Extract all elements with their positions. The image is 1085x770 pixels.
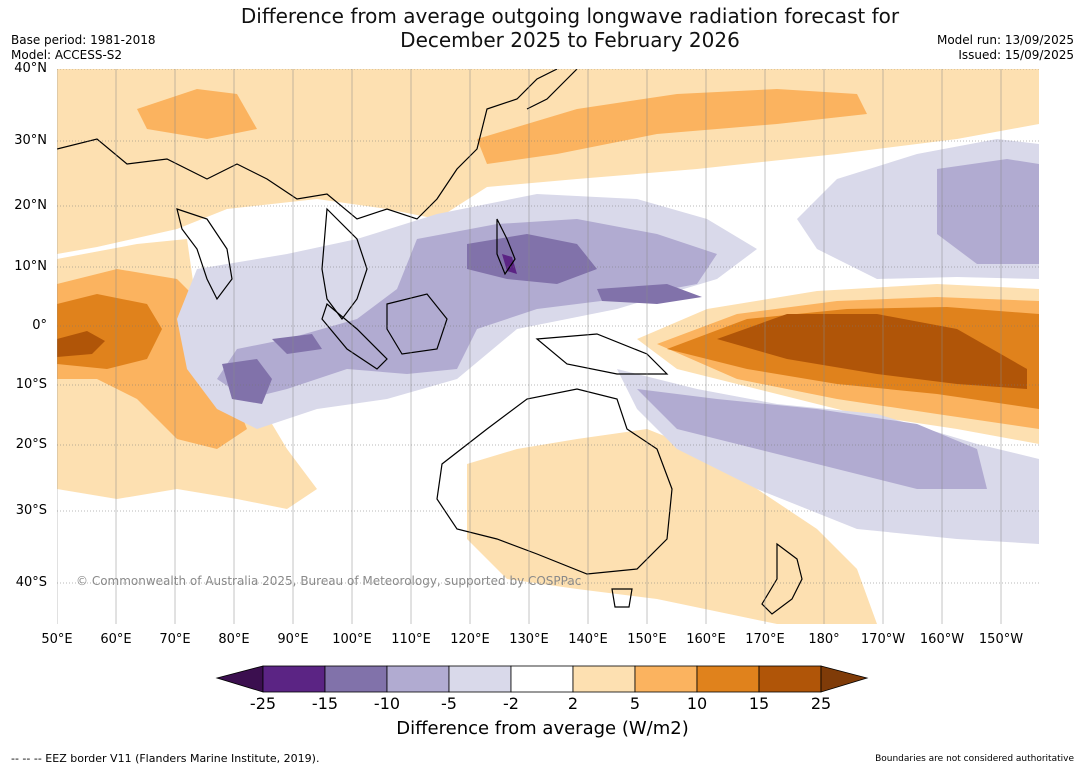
lon-label: 120°E xyxy=(450,632,490,647)
title-line-2: December 2025 to February 2026 xyxy=(400,28,740,52)
colorbar-bin xyxy=(572,665,636,693)
colorbar-bin xyxy=(386,665,450,693)
lat-label: 10°N xyxy=(14,259,47,274)
meta-left: Base period: 1981-2018 Model: ACCESS-S2 xyxy=(11,33,156,63)
colorbar-bin xyxy=(696,665,760,693)
anomaly-china-east xyxy=(477,89,867,164)
coastline-new-guinea xyxy=(535,333,669,375)
anomaly-philippine-sea-strong xyxy=(467,234,597,284)
anomaly-eastern-indian-strong xyxy=(222,359,272,404)
colorbar-bin xyxy=(758,665,822,693)
coastline-australia xyxy=(436,388,673,575)
lon-gridlines xyxy=(57,69,1002,624)
colorbar-bin xyxy=(510,665,574,693)
colorbar-bin xyxy=(262,665,326,693)
model-name: Model: ACCESS-S2 xyxy=(11,48,123,62)
colorbar-tick: 2 xyxy=(567,694,579,713)
lat-label: 30°S xyxy=(15,503,47,518)
colorbar-extend-high xyxy=(820,665,869,693)
colorbar-bin xyxy=(324,665,388,693)
lat-label: 10°S xyxy=(15,377,47,392)
colorbar-tick: -10 xyxy=(373,694,401,713)
lon-label: 100°E xyxy=(332,632,372,647)
lon-label: 170°E xyxy=(745,632,785,647)
eez-legend: -- -- -- EEZ border V11 (Flanders Marine… xyxy=(11,752,320,765)
anomaly-north-pacific-core xyxy=(937,159,1039,264)
anomaly-tibet xyxy=(137,89,257,139)
coastline-india xyxy=(176,208,233,301)
coastline-sumatra xyxy=(321,302,388,370)
lon-label: 150°E xyxy=(627,632,667,647)
lon-label: 110°E xyxy=(391,632,431,647)
lon-label: 90°E xyxy=(277,632,309,647)
colorbar-bin xyxy=(448,665,512,693)
lat-label: 20°N xyxy=(14,198,47,213)
lon-label: 150°W xyxy=(978,632,1024,647)
lon-label: 170°W xyxy=(860,632,906,647)
anomaly-bay-of-bengal-strong xyxy=(272,334,322,354)
map-title: Difference from average outgoing longwav… xyxy=(160,4,980,52)
lon-label: 160°W xyxy=(919,632,965,647)
colorbar-tick: -25 xyxy=(249,694,277,713)
colorbar-bin xyxy=(634,665,698,693)
lat-label: 20°S xyxy=(15,437,47,452)
coastline-indochina xyxy=(321,207,368,320)
anomaly-equatorial-strong xyxy=(597,284,702,304)
meta-right: Model run: 13/09/2025 Issued: 15/09/2025 xyxy=(937,33,1074,63)
lon-label: 80°E xyxy=(218,632,250,647)
anomaly-west-indian-strong xyxy=(57,294,162,369)
colorbar-tick: 15 xyxy=(748,694,770,713)
base-period: Base period: 1981-2018 xyxy=(11,33,156,47)
coastline-tasmania xyxy=(611,588,633,608)
lat-label: 40°N xyxy=(14,61,47,76)
lon-label: 50°E xyxy=(41,632,73,647)
boundaries-disclaimer: Boundaries are not considered authoritat… xyxy=(875,754,1074,764)
colorbar-tick: -15 xyxy=(311,694,339,713)
anomaly-west-indian-peak xyxy=(57,331,105,357)
colorbar-tick: -2 xyxy=(503,694,519,713)
colorbar-tick: 10 xyxy=(686,694,708,713)
colorbar-tick: 5 xyxy=(629,694,641,713)
anomaly-pacific-peak xyxy=(717,314,1027,389)
title-line-1: Difference from average outgoing longwav… xyxy=(240,4,900,28)
lat-label: 40°S xyxy=(15,575,47,590)
coastline-asia xyxy=(57,69,558,220)
lon-label: 60°E xyxy=(100,632,132,647)
colorbar-tick: -5 xyxy=(441,694,457,713)
lon-label: 70°E xyxy=(159,632,191,647)
colorbar-label: Difference from average (W/m2) xyxy=(396,718,689,739)
coastline-japan xyxy=(526,69,578,110)
coastline-philippines xyxy=(496,218,516,276)
coastline-borneo xyxy=(386,293,448,355)
map-area xyxy=(57,69,1039,624)
lon-label: 180° xyxy=(808,632,840,647)
colorbar xyxy=(215,665,869,693)
model-run: Model run: 13/09/2025 xyxy=(936,33,1074,47)
map-canvas xyxy=(57,69,1039,624)
issued-date: Issued: 15/09/2025 xyxy=(958,48,1074,62)
colorbar-tick: 25 xyxy=(810,694,832,713)
lon-label: 160°E xyxy=(686,632,726,647)
lon-label: 130°E xyxy=(509,632,549,647)
anomaly-australia-south xyxy=(467,429,877,624)
lon-label: 140°E xyxy=(568,632,608,647)
colorbar-extend-low xyxy=(215,665,264,693)
anomaly-peak-negative xyxy=(502,254,517,274)
lat-label: 0° xyxy=(32,318,47,333)
lat-label: 30°N xyxy=(14,133,47,148)
anomaly-south-pacific-core xyxy=(637,389,987,489)
copyright-notice: © Commonwealth of Australia 2025, Bureau… xyxy=(76,574,582,588)
